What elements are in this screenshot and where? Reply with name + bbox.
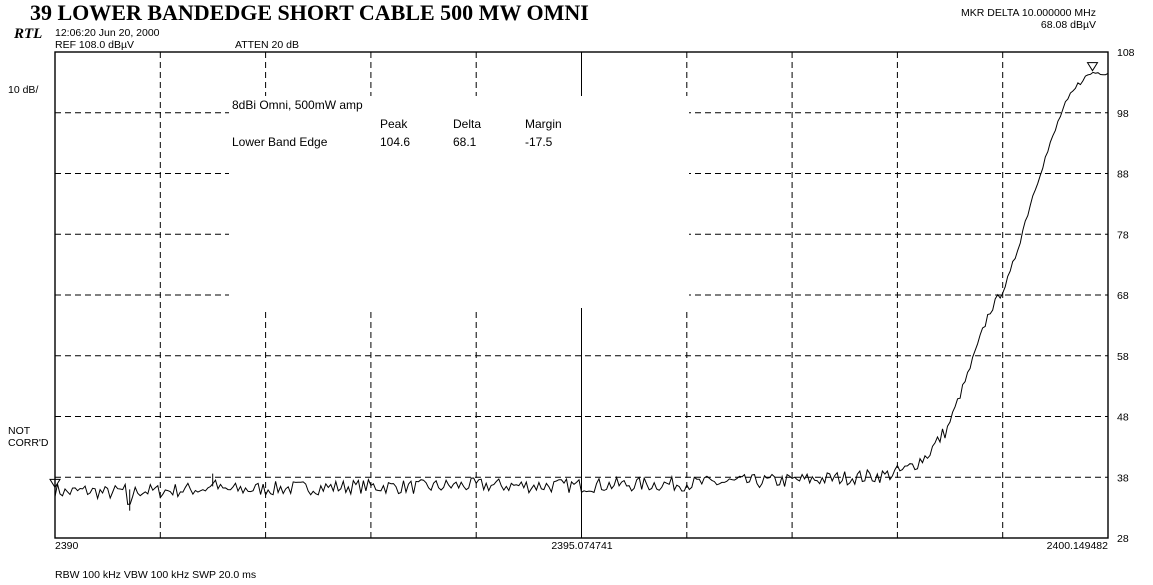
annotation-margin-value: -17.5	[525, 135, 553, 149]
y-tick-label: 98	[1117, 108, 1129, 120]
annotation-delta-value: 68.1	[453, 135, 477, 149]
annotation-peak-value: 104.6	[380, 135, 410, 149]
marker-readout-line2: 68.08 dBµV	[1041, 19, 1096, 31]
y-tick-labels: 108 98 88 78 68 58 48 38 28	[1117, 47, 1135, 545]
not-corrected-label-1: NOT	[8, 425, 31, 437]
annotation-box: 8dBi Omni, 500mW amp Peak Delta Margin L…	[232, 98, 562, 149]
y-tick-label: 58	[1117, 351, 1129, 363]
y-tick-label: 38	[1117, 472, 1129, 484]
bandwidth-settings: RBW 100 kHz VBW 100 kHz SWP 20.0 ms	[55, 569, 256, 581]
atten-setting: ATTEN 20 dB	[235, 39, 299, 51]
y-tick-label: 78	[1117, 229, 1129, 241]
annotation-col-delta: Delta	[453, 117, 481, 131]
y-tick-label: 28	[1117, 533, 1129, 545]
annotation-background	[229, 96, 689, 308]
analyzer-logo: RTL	[13, 26, 42, 42]
ref-level: REF 108.0 dBµV	[55, 39, 134, 51]
plot-frame	[54, 51, 1109, 539]
not-corrected-label-2: CORR'D	[8, 437, 49, 449]
y-tick-label: 108	[1117, 47, 1135, 59]
y-tick-label: 88	[1117, 169, 1129, 181]
y-tick-label: 48	[1117, 412, 1129, 424]
x-tick-center: 2395.074741	[551, 540, 612, 552]
x-tick-start: 2390	[55, 540, 79, 552]
timestamp: 12:06:20 Jun 20, 2000	[55, 27, 160, 39]
x-tick-end: 2400.149482	[1047, 540, 1108, 552]
spectrum-trace	[54, 71, 1109, 505]
annotation-col-margin: Margin	[525, 117, 562, 131]
marker-triangle-2	[1086, 62, 1099, 72]
annotation-heading: 8dBi Omni, 500mW amp	[232, 98, 363, 112]
marker-readout-line1: MKR DELTA 10.000000 MHz	[961, 7, 1096, 19]
annotation-row-label: Lower Band Edge	[232, 135, 328, 149]
annotation-col-peak: Peak	[380, 117, 408, 131]
scale-per-div: 10 dB/	[8, 84, 38, 96]
chart-title: 39 LOWER BANDEDGE SHORT CABLE 500 MW OMN…	[30, 0, 589, 25]
y-tick-label: 68	[1117, 290, 1129, 302]
trace	[54, 71, 1109, 511]
